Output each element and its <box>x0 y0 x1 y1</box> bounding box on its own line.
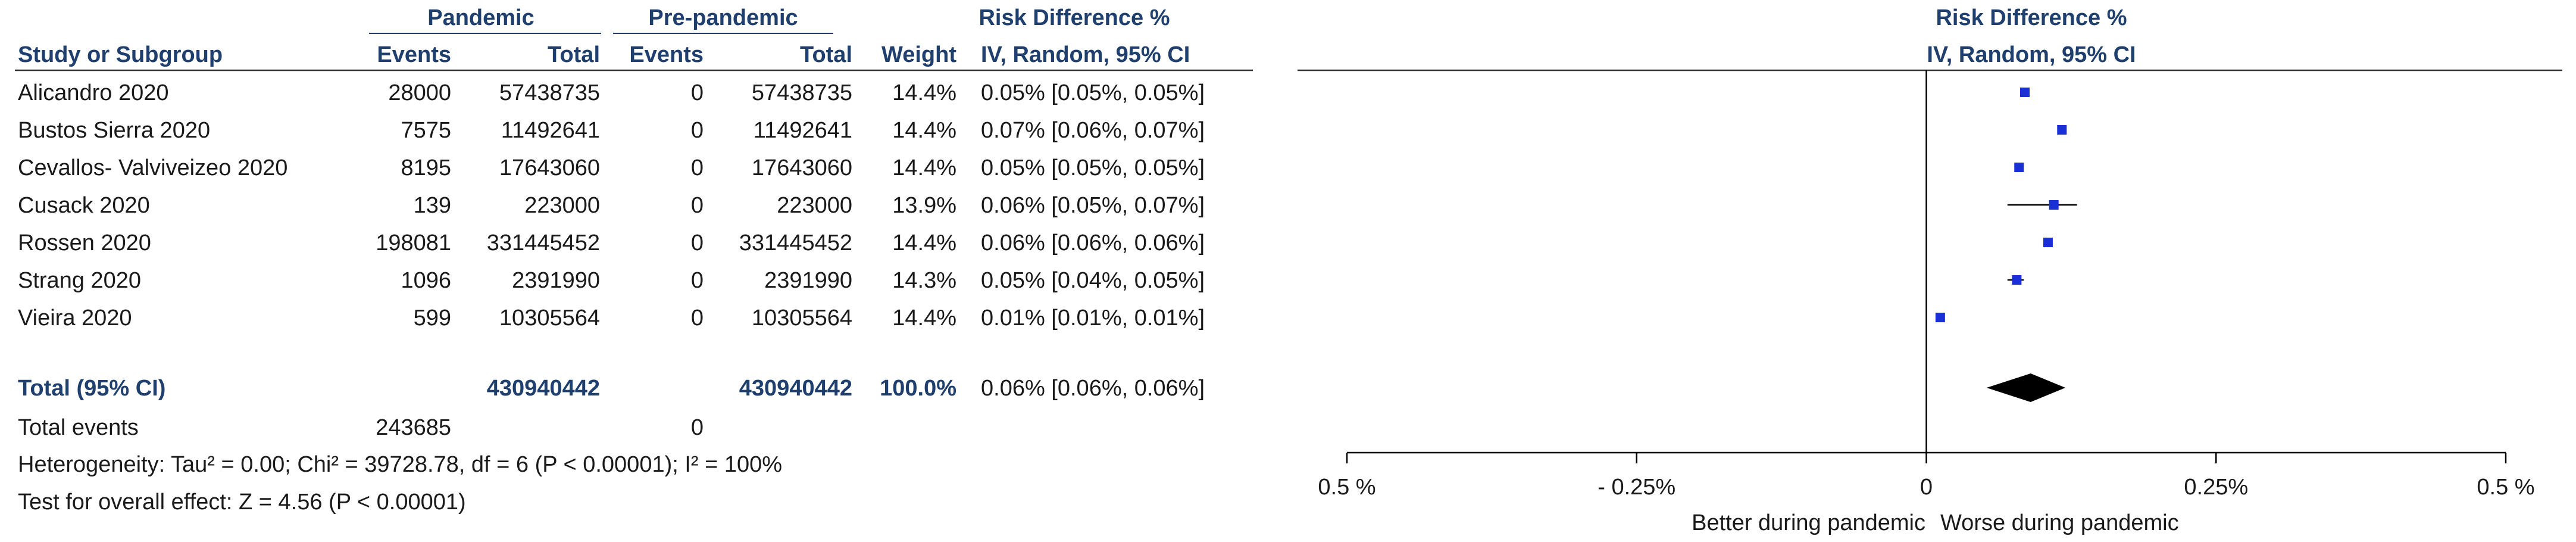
total-pandemic: 430940442 <box>487 376 600 401</box>
events-pandemic: 198081 <box>376 230 451 256</box>
total-pandemic: 10305564 <box>499 306 600 331</box>
x-tick-label: 0 <box>1920 475 1933 500</box>
study-row: Vieira 2020 599 10305564 0 10305564 14.4% 0.01… <box>18 306 1205 331</box>
total-ci: 0.06% [0.06%, 0.06%] <box>981 376 1205 401</box>
weight: 14.4% <box>892 118 956 143</box>
weight: 14.3% <box>892 268 956 293</box>
events-prepandemic: 0 <box>691 230 704 256</box>
x-tick-label: 0.5 % <box>2477 475 2534 500</box>
header-study: Study or Subgroup <box>18 42 223 67</box>
total-pandemic: 11492641 <box>501 118 600 143</box>
events-pandemic: 599 <box>414 306 451 331</box>
plot-header-title: Risk Difference % <box>1936 5 2127 30</box>
ci-text: 0.06% [0.06%, 0.06%] <box>981 230 1205 256</box>
header-events-prepandemic: Events <box>629 42 704 67</box>
total-prepandemic: 57438735 <box>752 80 852 105</box>
study-row: Cevallos- Valviveizeo 2020 8195 17643060 0 1… <box>18 155 1205 180</box>
header-prepandemic: Pre-pandemic <box>648 5 798 30</box>
total-prepandemic: 11492641 <box>754 118 852 143</box>
weight: 14.4% <box>892 80 956 105</box>
study-row: Rossen 2020 198081 331445452 0 331445452 14.4… <box>18 230 1205 256</box>
total-weight: 100.0% <box>880 376 956 401</box>
total-events-pandemic: 243685 <box>376 415 451 440</box>
ci-text: 0.06% [0.05%, 0.07%] <box>981 193 1205 218</box>
total-label: Total (95% CI) <box>18 376 165 401</box>
events-prepandemic: 0 <box>691 193 704 218</box>
ci-text: 0.07% [0.06%, 0.07%] <box>981 118 1205 143</box>
study-name: Alicandro 2020 <box>18 80 169 105</box>
weight: 14.4% <box>892 306 956 331</box>
plot-header-method: IV, Random, 95% CI <box>1927 42 2136 67</box>
header-total-pandemic: Total <box>548 42 600 67</box>
study-rows: Alicandro 2020 28000 57438735 0 57438735 14.4… <box>18 80 1205 331</box>
pooled-diamond <box>1986 373 2066 402</box>
ci-text: 0.05% [0.04%, 0.05%] <box>981 268 1205 293</box>
header-pandemic: Pandemic <box>427 5 534 30</box>
total-pandemic: 17643060 <box>499 155 600 180</box>
events-pandemic: 8195 <box>401 155 451 180</box>
events-prepandemic: 0 <box>691 80 704 105</box>
study-point-marker <box>2014 163 2024 172</box>
weight: 14.4% <box>892 155 956 180</box>
study-markers <box>1935 88 2077 322</box>
total-prepandemic: 17643060 <box>752 155 852 180</box>
study-row: Strang 2020 1096 2391990 0 2391990 14.3% 0.05%… <box>18 268 1205 293</box>
total-events-label: Total events <box>18 415 139 440</box>
study-point-marker <box>2057 125 2067 135</box>
study-row: Cusack 2020 139 223000 0 223000 13.9% 0.06% [0… <box>18 193 1205 218</box>
header-events-pandemic: Events <box>377 42 451 67</box>
study-row: Alicandro 2020 28000 57438735 0 57438735 14.4… <box>18 80 1205 105</box>
total-pandemic: 2391990 <box>512 268 600 293</box>
total-prepandemic: 430940442 <box>739 376 852 401</box>
events-prepandemic: 0 <box>691 155 704 180</box>
events-prepandemic: 0 <box>691 118 704 143</box>
study-point-marker <box>2049 200 2059 210</box>
total-pandemic: 57438735 <box>499 80 600 105</box>
favours-left-label: Better during pandemic <box>1692 510 1925 535</box>
events-prepandemic: 0 <box>691 306 704 331</box>
x-axis-ticks: 0.5 % - 0.25% 0 0.25% 0.5 % <box>1318 453 2535 500</box>
total-prepandemic: 10305564 <box>752 306 852 331</box>
x-tick-label: 0.5 % <box>1318 475 1375 500</box>
ci-text: 0.05% [0.05%, 0.05%] <box>981 155 1205 180</box>
total-prepandemic: 223000 <box>777 193 852 218</box>
header-weight: Weight <box>881 42 956 67</box>
header-rd-title: Risk Difference % <box>978 5 1170 30</box>
events-pandemic: 7575 <box>401 118 451 143</box>
study-point-marker <box>1935 313 1945 322</box>
study-point-marker <box>2019 88 2030 97</box>
header-rd-method: IV, Random, 95% CI <box>981 42 1190 67</box>
events-pandemic: 1096 <box>401 268 451 293</box>
study-name: Bustos Sierra 2020 <box>18 118 210 143</box>
study-name: Rossen 2020 <box>18 230 151 256</box>
events-pandemic: 139 <box>414 193 451 218</box>
study-name: Cusack 2020 <box>18 193 150 218</box>
total-events-prepandemic: 0 <box>691 415 704 440</box>
total-prepandemic: 2391990 <box>764 268 852 293</box>
study-name: Cevallos- Valviveizeo 2020 <box>18 155 287 180</box>
favours-right-label: Worse during pandemic <box>1940 510 2179 535</box>
study-point-marker <box>2012 275 2022 285</box>
total-pandemic: 331445452 <box>487 230 600 256</box>
total-pandemic: 223000 <box>524 193 600 218</box>
ci-text: 0.05% [0.05%, 0.05%] <box>981 80 1205 105</box>
weight: 14.4% <box>892 230 956 256</box>
header-total-prepandemic: Total <box>800 42 852 67</box>
events-prepandemic: 0 <box>691 268 704 293</box>
events-pandemic: 28000 <box>388 80 451 105</box>
study-name: Strang 2020 <box>18 268 141 293</box>
study-point-marker <box>2043 238 2053 247</box>
ci-text: 0.01% [0.01%, 0.01%] <box>981 306 1205 331</box>
x-tick-label: 0.25% <box>2184 475 2248 500</box>
overall-effect-text: Test for overall effect: Z = 4.56 (P < 0… <box>18 490 466 515</box>
study-row: Bustos Sierra 2020 7575 11492641 0 11492641 1… <box>18 118 1205 143</box>
weight: 13.9% <box>892 193 956 218</box>
study-name: Vieira 2020 <box>18 306 132 331</box>
x-tick-label: - 0.25% <box>1598 475 1675 500</box>
heterogeneity-text: Heterogeneity: Tau² = 0.00; Chi² = 39728… <box>18 452 782 477</box>
total-prepandemic: 331445452 <box>739 230 852 256</box>
